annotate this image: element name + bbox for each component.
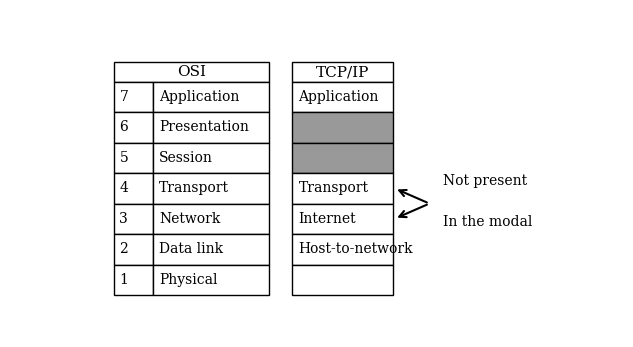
Bar [114,143,153,173]
Bar [153,112,269,143]
Text: Transport: Transport [298,181,368,195]
Bar [153,234,269,264]
Bar [114,62,269,82]
Bar [292,173,393,204]
Bar [153,82,269,112]
Text: 7: 7 [120,90,128,104]
Bar [292,82,393,112]
Bar [153,264,269,295]
Text: 3: 3 [120,212,128,226]
Text: 4: 4 [120,181,128,195]
Text: Internet: Internet [298,212,356,226]
Text: Application: Application [298,90,379,104]
Text: In the modal: In the modal [443,215,533,229]
Bar [114,264,153,295]
Bar [114,234,153,264]
Text: Session: Session [159,151,213,165]
Text: Presentation: Presentation [159,120,249,134]
Text: Physical: Physical [159,273,218,287]
Bar [292,143,393,173]
Text: Transport: Transport [159,181,229,195]
Bar [114,204,153,234]
Bar [114,82,153,112]
Text: 1: 1 [120,273,128,287]
Bar [292,112,393,143]
Bar [292,204,393,234]
Text: Data link: Data link [159,242,223,256]
Bar [153,204,269,234]
Text: Network: Network [159,212,220,226]
Bar [153,143,269,173]
Text: 5: 5 [120,151,128,165]
Bar [292,264,393,295]
Bar [114,173,153,204]
Bar [292,234,393,264]
Text: TCP/IP: TCP/IP [316,65,369,79]
Bar [114,112,153,143]
Text: Host-to-network: Host-to-network [298,242,413,256]
Bar [292,62,393,82]
Text: 6: 6 [120,120,128,134]
Bar [153,173,269,204]
Text: Application: Application [159,90,239,104]
Text: 2: 2 [120,242,128,256]
Text: OSI: OSI [177,65,206,79]
Text: Not present: Not present [443,174,527,188]
